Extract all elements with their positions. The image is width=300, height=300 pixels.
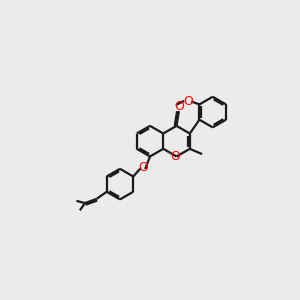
Text: O: O bbox=[170, 150, 180, 163]
Text: O: O bbox=[183, 95, 193, 108]
Text: O: O bbox=[174, 100, 184, 113]
Text: O: O bbox=[138, 161, 148, 175]
